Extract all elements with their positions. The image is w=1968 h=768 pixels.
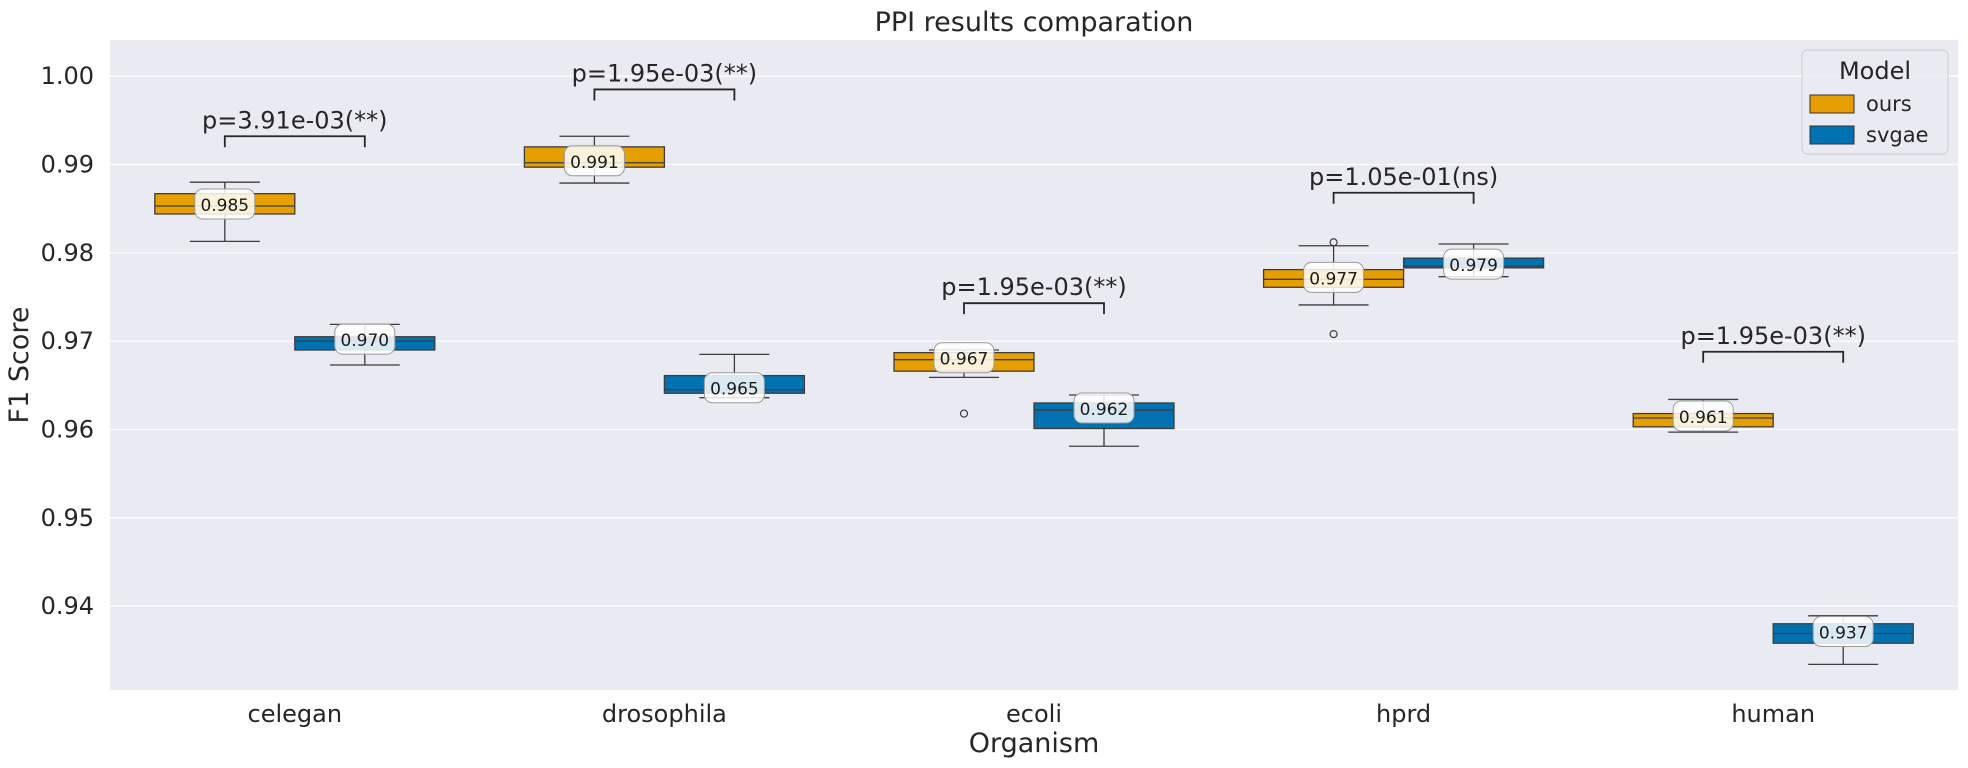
significance-hprd: p=1.05e-01(ns) [1309,163,1498,204]
y-tick-label: 1.00 [41,62,94,90]
median-label-svgae-ecoli: 0.962 [1073,392,1135,424]
median-label-ours-ecoli: 0.967 [933,342,995,374]
x-tick-label: celegan [248,700,343,728]
median-label-box [1672,400,1734,432]
x-tick-label: hprd [1376,700,1431,728]
y-axis-ticks: 0.94 0.95 0.96 0.97 0.98 0.99 1.00 [41,62,94,620]
p-value-label: p=1.95e-03(**) [1680,322,1865,350]
y-tick-label: 0.97 [41,327,94,355]
y-axis-label: F1 Score [4,307,35,424]
y-tick-label: 0.98 [41,239,94,267]
chart-title: PPI results comparation [875,7,1194,38]
median-label-box [1303,261,1365,293]
legend-swatch-svgae [1809,125,1855,145]
y-tick-label: 0.95 [41,504,94,532]
median-label-text: 0.961 [1679,408,1728,428]
median-labels: 0.985 0.991 0.967 0.977 0.961 0.970 0.965 0.962… [194,145,1874,647]
median-label-box [1443,248,1505,280]
significance-drosophila: p=1.95e-03(**) [572,59,757,101]
outlier-point [959,409,969,418]
median-label-box [194,188,256,220]
significance-bracket [223,135,366,148]
median-label-text: 0.965 [710,380,759,400]
y-tick-label: 0.94 [41,592,94,620]
median-label-text: 0.985 [200,196,249,216]
significance-bracket [1702,350,1845,363]
median-label-text: 0.937 [1819,623,1868,643]
median-label-box [1073,392,1135,424]
legend-title: Model [1839,57,1911,85]
median-label-box [563,145,625,177]
median-label-box [334,323,396,355]
significance-bracket [1332,191,1475,204]
median-label-svgae-human: 0.937 [1812,615,1874,647]
significance-annotations: p=3.91e-03(**) p=1.95e-03(**) p=1.95e-03(*… [202,59,1866,363]
y-tick-label: 0.96 [41,415,94,443]
legend-label-ours: ours [1866,92,1912,116]
median-label-box [1812,615,1874,647]
x-axis-ticks: celegan drosophila ecoli hprd human [248,700,1816,728]
median-label-box [703,372,765,404]
median-label-svgae-drosophila: 0.965 [703,372,765,404]
median-label-text: 0.991 [570,153,619,173]
legend: Model ours svgae [1801,49,1949,155]
outlier-point [1329,238,1338,247]
median-label-text: 0.977 [1309,269,1358,289]
significance-human: p=1.95e-03(**) [1680,322,1866,363]
median-label-text: 0.962 [1080,400,1129,420]
p-value-label: p=1.05e-01(ns) [1309,163,1498,191]
legend-swatch-ours [1809,94,1855,114]
p-value-label: p=3.91e-03(**) [202,106,387,134]
p-value-label: p=1.95e-03(**) [572,59,757,87]
significance-bracket [593,88,736,101]
outlier-point [1329,329,1338,339]
significance-bracket [963,302,1105,315]
x-axis-label: Organism [969,728,1100,759]
x-tick-label: human [1731,700,1815,728]
significance-ecoli: p=1.95e-03(**) [941,273,1127,315]
median-label-svgae-celegan: 0.970 [334,323,396,355]
median-label-ours-human: 0.961 [1672,400,1734,432]
significance-celegan: p=3.91e-03(**) [202,106,388,148]
y-tick-label: 0.99 [41,151,94,179]
median-label-text: 0.979 [1449,256,1498,276]
x-tick-label: ecoli [1006,700,1062,728]
median-label-text: 0.967 [940,350,989,370]
median-label-ours-hprd: 0.977 [1303,261,1365,293]
x-tick-label: drosophila [602,700,727,728]
p-value-label: p=1.95e-03(**) [941,273,1126,301]
median-label-box [933,342,995,374]
legend-label-svgae: svgae [1866,123,1929,147]
median-label-svgae-hprd: 0.979 [1443,248,1505,280]
median-label-ours-celegan: 0.985 [194,188,256,220]
median-label-text: 0.970 [340,331,389,351]
median-label-ours-drosophila: 0.991 [563,145,625,177]
